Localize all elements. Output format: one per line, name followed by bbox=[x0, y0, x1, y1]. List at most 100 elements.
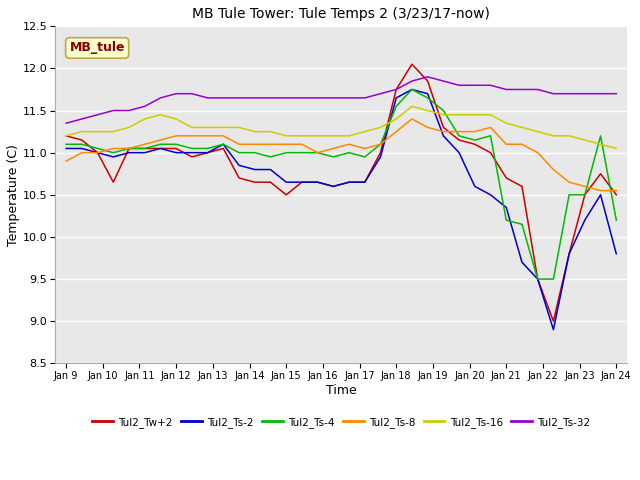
Line: Tul2_Ts-8: Tul2_Ts-8 bbox=[66, 119, 616, 191]
Tul2_Ts-32 bbox=[596, 91, 604, 96]
Tul2_Tw+2 bbox=[424, 78, 431, 84]
Tul2_Tw+2 bbox=[267, 180, 275, 185]
Tul2_Ts-2 bbox=[596, 192, 604, 198]
Tul2_Tw+2 bbox=[612, 192, 620, 198]
Tul2_Ts-2 bbox=[440, 133, 447, 139]
Tul2_Ts-16 bbox=[424, 108, 431, 113]
Tul2_Ts-4 bbox=[408, 86, 416, 92]
Tul2_Tw+2 bbox=[565, 251, 573, 257]
Tul2_Ts-16 bbox=[345, 133, 353, 139]
Tul2_Ts-16 bbox=[565, 133, 573, 139]
Tul2_Ts-2 bbox=[565, 251, 573, 257]
Tul2_Ts-4 bbox=[282, 150, 290, 156]
Line: Tul2_Ts-16: Tul2_Ts-16 bbox=[66, 107, 616, 148]
Tul2_Ts-32 bbox=[298, 95, 306, 101]
Tul2_Ts-8 bbox=[282, 142, 290, 147]
Tul2_Tw+2 bbox=[455, 137, 463, 143]
Tul2_Tw+2 bbox=[204, 150, 211, 156]
Tul2_Ts-16 bbox=[471, 112, 479, 118]
Tul2_Ts-8 bbox=[377, 142, 385, 147]
Tul2_Ts-4 bbox=[172, 142, 180, 147]
Tul2_Tw+2 bbox=[471, 142, 479, 147]
Tul2_Ts-2 bbox=[377, 154, 385, 160]
Tul2_Ts-8 bbox=[172, 133, 180, 139]
Tul2_Ts-32 bbox=[141, 104, 148, 109]
Text: MB_tule: MB_tule bbox=[69, 41, 125, 54]
Tul2_Ts-4 bbox=[93, 145, 101, 151]
Tul2_Tw+2 bbox=[172, 145, 180, 151]
Tul2_Ts-8 bbox=[596, 188, 604, 193]
Tul2_Tw+2 bbox=[157, 145, 164, 151]
Tul2_Ts-32 bbox=[518, 86, 526, 92]
Tul2_Ts-2 bbox=[282, 180, 290, 185]
Tul2_Ts-4 bbox=[125, 145, 133, 151]
Tul2_Ts-32 bbox=[314, 95, 321, 101]
Tul2_Ts-2 bbox=[345, 180, 353, 185]
Tul2_Ts-16 bbox=[157, 112, 164, 118]
Tul2_Ts-8 bbox=[93, 150, 101, 156]
Tul2_Ts-8 bbox=[298, 142, 306, 147]
Tul2_Ts-32 bbox=[440, 78, 447, 84]
Tul2_Ts-16 bbox=[298, 133, 306, 139]
Tul2_Tw+2 bbox=[486, 150, 494, 156]
Tul2_Ts-2 bbox=[267, 167, 275, 172]
Tul2_Ts-16 bbox=[220, 124, 227, 130]
Tul2_Ts-4 bbox=[235, 150, 243, 156]
Tul2_Ts-4 bbox=[502, 217, 510, 223]
Tul2_Ts-32 bbox=[455, 83, 463, 88]
Tul2_Ts-2 bbox=[612, 251, 620, 257]
Tul2_Ts-16 bbox=[188, 124, 196, 130]
Tul2_Ts-16 bbox=[330, 133, 337, 139]
Tul2_Ts-4 bbox=[455, 133, 463, 139]
Tul2_Ts-8 bbox=[62, 158, 70, 164]
Tul2_Ts-8 bbox=[330, 145, 337, 151]
Tul2_Ts-8 bbox=[408, 116, 416, 122]
Tul2_Ts-4 bbox=[62, 142, 70, 147]
Tul2_Ts-4 bbox=[314, 150, 321, 156]
Tul2_Tw+2 bbox=[314, 180, 321, 185]
Tul2_Ts-8 bbox=[392, 129, 400, 134]
Tul2_Ts-2 bbox=[251, 167, 259, 172]
Tul2_Ts-2 bbox=[486, 192, 494, 198]
Tul2_Ts-32 bbox=[345, 95, 353, 101]
Tul2_Ts-4 bbox=[581, 192, 589, 198]
Tul2_Ts-8 bbox=[157, 137, 164, 143]
Tul2_Ts-32 bbox=[188, 91, 196, 96]
Tul2_Ts-4 bbox=[157, 142, 164, 147]
Tul2_Ts-32 bbox=[93, 112, 101, 118]
Tul2_Ts-2 bbox=[125, 150, 133, 156]
Y-axis label: Temperature (C): Temperature (C) bbox=[7, 144, 20, 246]
Tul2_Tw+2 bbox=[188, 154, 196, 160]
Tul2_Ts-32 bbox=[109, 108, 117, 113]
Tul2_Ts-16 bbox=[314, 133, 321, 139]
Tul2_Ts-8 bbox=[565, 180, 573, 185]
Tul2_Ts-4 bbox=[330, 154, 337, 160]
Tul2_Ts-16 bbox=[204, 124, 211, 130]
Tul2_Ts-16 bbox=[78, 129, 86, 134]
Tul2_Tw+2 bbox=[330, 183, 337, 189]
Tul2_Ts-4 bbox=[298, 150, 306, 156]
Tul2_Ts-16 bbox=[377, 124, 385, 130]
Tul2_Ts-4 bbox=[109, 150, 117, 156]
Tul2_Ts-2 bbox=[330, 183, 337, 189]
Tul2_Tw+2 bbox=[377, 150, 385, 156]
Tul2_Ts-2 bbox=[455, 150, 463, 156]
Tul2_Ts-32 bbox=[235, 95, 243, 101]
Tul2_Ts-2 bbox=[408, 86, 416, 92]
Tul2_Ts-4 bbox=[377, 142, 385, 147]
Tul2_Ts-16 bbox=[93, 129, 101, 134]
Tul2_Ts-4 bbox=[518, 221, 526, 227]
Tul2_Ts-8 bbox=[235, 142, 243, 147]
Tul2_Ts-4 bbox=[141, 145, 148, 151]
Tul2_Ts-8 bbox=[502, 142, 510, 147]
Tul2_Ts-16 bbox=[502, 120, 510, 126]
Tul2_Ts-4 bbox=[78, 142, 86, 147]
Tul2_Ts-2 bbox=[188, 150, 196, 156]
Tul2_Ts-32 bbox=[251, 95, 259, 101]
Tul2_Tw+2 bbox=[78, 137, 86, 143]
Tul2_Ts-4 bbox=[596, 133, 604, 139]
Tul2_Ts-4 bbox=[612, 217, 620, 223]
Tul2_Ts-16 bbox=[282, 133, 290, 139]
Tul2_Ts-32 bbox=[282, 95, 290, 101]
Tul2_Tw+2 bbox=[518, 183, 526, 189]
